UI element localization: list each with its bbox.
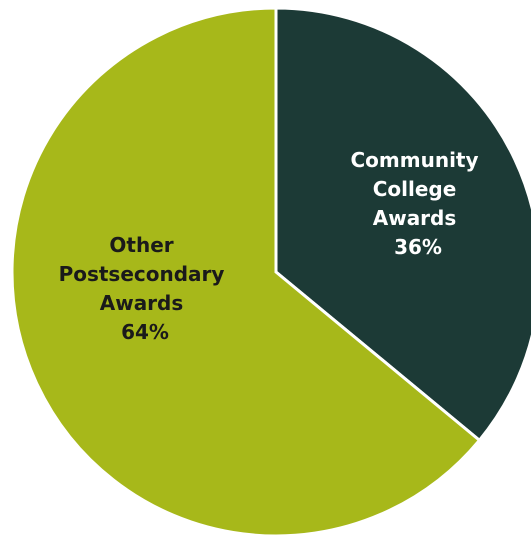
label-other-postsecondary-awards: Other Postsecondary Awards 64% xyxy=(59,233,232,344)
label-other-postsecondary-line-3: Awards xyxy=(100,291,184,315)
slice-community-college-awards xyxy=(274,6,531,443)
label-community-college-line-2: College xyxy=(373,177,457,201)
label-other-postsecondary-line-1: Other xyxy=(109,233,173,257)
label-community-college-line-1: Community xyxy=(351,148,479,172)
label-community-college-line-3: Awards xyxy=(373,206,457,230)
value-other-postsecondary-awards: 64% xyxy=(121,320,169,344)
value-community-college-awards: 36% xyxy=(394,235,442,259)
slice-other-postsecondary-awards xyxy=(10,6,482,535)
label-community-college-awards: Community College Awards 36% xyxy=(351,148,486,259)
label-other-postsecondary-line-2: Postsecondary xyxy=(59,262,225,286)
